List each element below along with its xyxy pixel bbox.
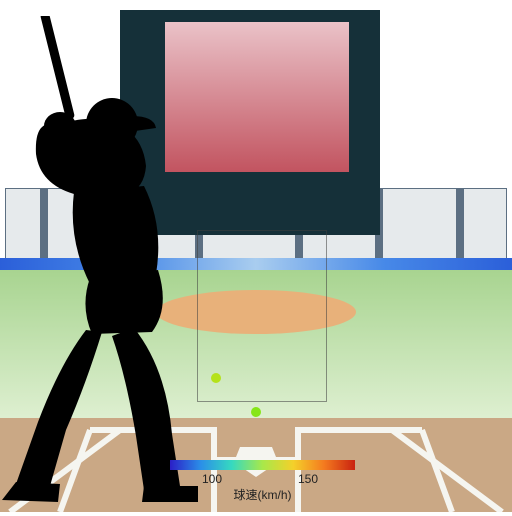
speed-legend-bar bbox=[170, 460, 355, 470]
legend-tick: 100 bbox=[202, 472, 222, 486]
pitch-location-chart: 100 150 球速(km/h) bbox=[0, 0, 512, 512]
batter-silhouette bbox=[0, 16, 254, 516]
legend-tick: 150 bbox=[298, 472, 318, 486]
legend-axis-label: 球速(km/h) bbox=[170, 486, 355, 503]
